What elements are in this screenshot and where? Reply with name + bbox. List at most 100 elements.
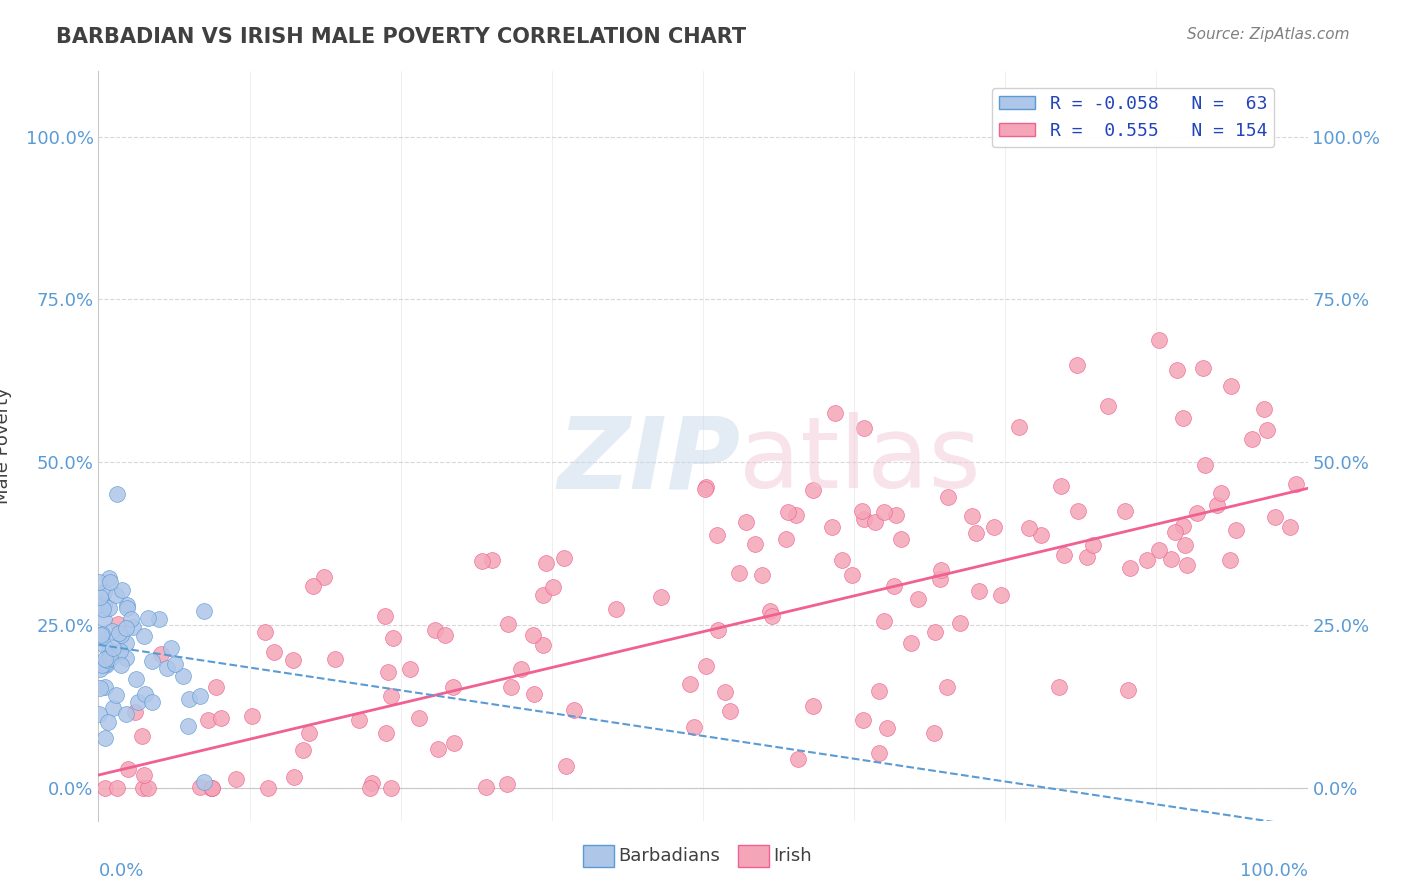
Point [852, 713, 875, 727]
Point [873, 505, 896, 519]
Point [960, 508, 983, 523]
Point [138, 611, 160, 625]
Point [775, 533, 797, 547]
Point [948, 616, 970, 631]
Point [1114, 504, 1136, 518]
Point [160, 640, 183, 655]
Point [93, 638, 115, 652]
Point [98, 601, 121, 615]
Point [93, 680, 115, 694]
Point [1053, 548, 1076, 562]
Point [695, 658, 717, 673]
Point [1031, 528, 1053, 542]
Point [101, 701, 124, 715]
Point [87, 706, 110, 721]
Point [1173, 410, 1195, 425]
Point [323, 652, 346, 666]
Point [605, 601, 627, 615]
Point [443, 735, 465, 749]
Point [509, 662, 531, 676]
Point [298, 726, 321, 740]
Point [1264, 510, 1286, 524]
Point [149, 647, 172, 661]
Point [89, 681, 111, 695]
Point [193, 774, 215, 789]
Point [744, 536, 766, 550]
Point [94, 657, 117, 671]
Text: Barbadians: Barbadians [619, 847, 720, 865]
Point [531, 588, 554, 602]
Point [188, 689, 211, 703]
Point [97, 715, 120, 730]
Point [380, 780, 402, 795]
Point [1018, 521, 1040, 535]
Point [110, 627, 132, 641]
Point [1166, 363, 1188, 377]
Point [104, 588, 127, 602]
Point [1256, 423, 1278, 437]
Point [89, 662, 111, 676]
Point [115, 598, 138, 612]
Point [929, 572, 952, 586]
Text: Source: ZipAtlas.com: Source: ZipAtlas.com [1187, 27, 1350, 42]
Point [98, 575, 121, 590]
Point [967, 584, 990, 599]
Text: 100.0%: 100.0% [1240, 862, 1308, 880]
Point [1191, 360, 1213, 375]
Point [1240, 432, 1263, 446]
Point [1163, 525, 1185, 540]
Point [990, 588, 1012, 602]
Point [693, 483, 716, 497]
Point [785, 508, 807, 523]
Point [193, 603, 215, 617]
Point [1194, 458, 1216, 472]
Text: Irish: Irish [773, 847, 811, 865]
Point [205, 680, 228, 694]
Point [555, 759, 578, 773]
Point [101, 624, 124, 639]
Point [758, 604, 780, 618]
Point [148, 612, 170, 626]
Point [382, 632, 405, 646]
Point [868, 684, 890, 698]
Point [98, 652, 121, 666]
Point [94, 731, 117, 745]
Point [292, 743, 315, 757]
Point [1097, 400, 1119, 414]
Point [131, 730, 153, 744]
Point [433, 628, 456, 642]
Point [475, 780, 498, 794]
Point [1049, 681, 1071, 695]
Point [132, 780, 155, 795]
Point [93, 652, 115, 666]
Point [1284, 477, 1306, 491]
Point [1076, 549, 1098, 564]
Point [886, 508, 908, 522]
Point [132, 767, 155, 781]
Point [553, 551, 575, 566]
Point [136, 780, 159, 795]
Point [650, 590, 672, 604]
Point [110, 657, 132, 672]
Point [922, 726, 945, 740]
Point [188, 780, 211, 795]
Point [534, 556, 557, 570]
Point [105, 486, 128, 500]
Point [97, 571, 120, 585]
Point [1279, 520, 1302, 534]
Point [165, 657, 187, 671]
Point [349, 713, 371, 727]
Point [776, 505, 799, 519]
Point [256, 780, 278, 795]
Point [531, 638, 554, 652]
Point [1173, 519, 1195, 533]
Point [786, 752, 808, 766]
Point [727, 566, 749, 580]
Point [90, 628, 112, 642]
Point [523, 687, 546, 701]
Point [1185, 507, 1208, 521]
Point [240, 708, 263, 723]
Point [89, 575, 111, 590]
Point [801, 698, 824, 713]
Point [108, 626, 131, 640]
